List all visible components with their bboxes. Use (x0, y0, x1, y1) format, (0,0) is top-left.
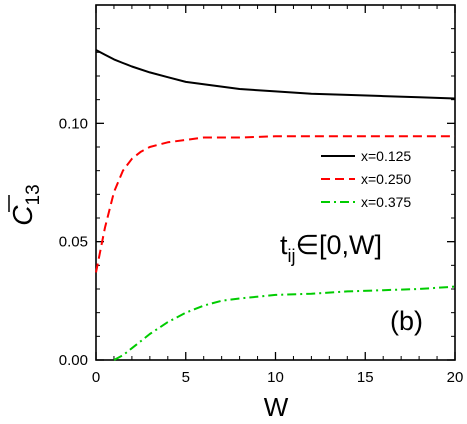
series-group (95, 49, 456, 361)
y-axis-title-base: C (7, 205, 38, 226)
x-tick-label: 20 (447, 369, 464, 386)
y-tick-label: 0.10 (59, 115, 88, 132)
x-tick-label: 10 (267, 369, 284, 386)
x-tick-label: 0 (92, 369, 100, 386)
axis-ticks (95, 5, 456, 361)
range-annotation-rest: ∈[0,W] (296, 230, 383, 260)
range-annotation: tij∈[0,W] (280, 230, 382, 266)
y-axis-title: C13 (7, 184, 44, 225)
range-annotation-t: t (280, 230, 288, 260)
legend-label-3: x=0.375 (361, 194, 411, 210)
x-tick-label: 15 (357, 369, 374, 386)
series-line-3 (113, 285, 456, 361)
panel-label: (b) (390, 306, 423, 336)
x-axis-title: W (264, 392, 289, 422)
series-line-1 (95, 49, 456, 100)
y-tick-label: 0.05 (59, 234, 88, 251)
y-tick-label: 0.00 (59, 352, 88, 369)
legend-label-1: x=0.125 (361, 148, 411, 164)
x-tick-label: 5 (182, 369, 190, 386)
svg-text:C13: C13 (7, 184, 44, 225)
series-line-2 (95, 135, 455, 273)
y-tick-labels: 0.00 0.05 0.10 (59, 115, 88, 369)
legend: x=0.125 x=0.250 x=0.375 (321, 148, 411, 210)
y-axis-title-sub: 13 (23, 184, 44, 205)
legend-label-2: x=0.250 (361, 171, 411, 187)
x-tick-labels: 0 5 10 15 20 (92, 369, 464, 386)
range-annotation-sub: ij (288, 246, 296, 266)
